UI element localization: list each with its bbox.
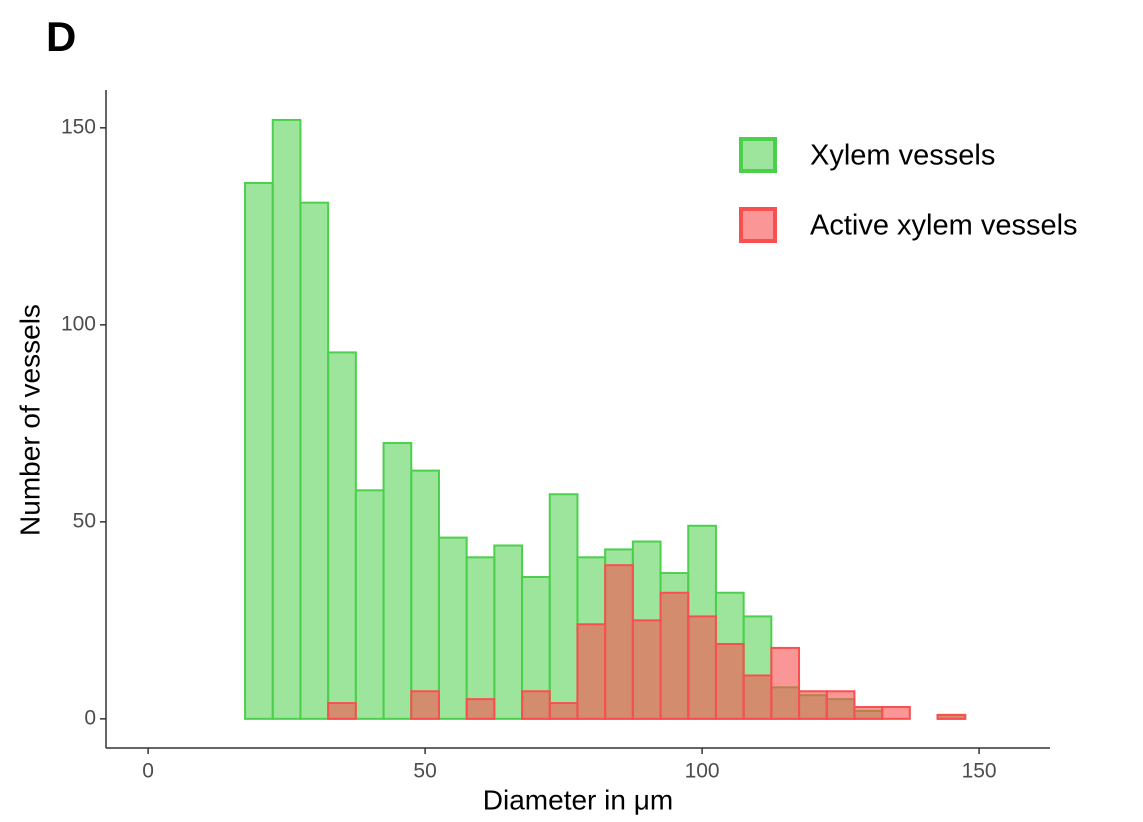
histogram-bar bbox=[604, 564, 634, 720]
histogram-bar bbox=[659, 591, 690, 720]
legend-label: Xylem vessels bbox=[810, 140, 995, 172]
x-tick-label: 150 bbox=[962, 760, 997, 783]
histogram-bar bbox=[271, 118, 302, 720]
y-tick-label: 50 bbox=[73, 509, 96, 532]
histogram-bar bbox=[631, 619, 662, 720]
histogram-bar bbox=[881, 706, 911, 720]
histogram-bar bbox=[825, 690, 856, 720]
histogram-bar bbox=[410, 690, 440, 720]
histogram-bar bbox=[382, 442, 413, 720]
histogram-bar bbox=[548, 702, 579, 720]
y-tick-label: 150 bbox=[61, 115, 96, 138]
y-tick-label: 100 bbox=[61, 312, 96, 335]
x-axis-title: Diameter in μm bbox=[483, 784, 673, 815]
histogram-bar bbox=[465, 698, 496, 720]
histogram-bar bbox=[244, 181, 274, 720]
histogram-bar bbox=[714, 642, 745, 720]
histogram-bar bbox=[853, 706, 884, 720]
histogram-bar bbox=[576, 623, 607, 720]
histogram-bar bbox=[465, 556, 496, 720]
histogram-bar bbox=[493, 544, 524, 720]
y-axis-title: Number of vessels bbox=[14, 304, 45, 536]
histogram-bar bbox=[354, 489, 385, 720]
histogram-bar bbox=[327, 702, 357, 720]
histogram-bar bbox=[410, 469, 440, 720]
x-tick-label: 50 bbox=[413, 760, 436, 783]
histogram-bar bbox=[437, 536, 468, 720]
histogram-bar bbox=[936, 713, 967, 720]
histogram-bar bbox=[770, 646, 801, 720]
x-tick-label: 0 bbox=[142, 760, 154, 783]
histogram-bar bbox=[327, 351, 357, 720]
legend-label: Active xylem vessels bbox=[810, 210, 1078, 242]
histogram-bar bbox=[299, 201, 330, 720]
histogram-bar bbox=[798, 690, 828, 720]
chart-title: D bbox=[46, 13, 76, 60]
y-tick-label: 0 bbox=[84, 706, 96, 729]
legend-swatch bbox=[739, 137, 777, 173]
histogram-bar bbox=[548, 493, 579, 720]
x-tick-label: 100 bbox=[685, 760, 720, 783]
histogram-bar bbox=[742, 674, 773, 720]
histogram-bar bbox=[687, 615, 717, 720]
histogram-bar bbox=[521, 690, 551, 720]
legend-swatch bbox=[739, 207, 777, 243]
